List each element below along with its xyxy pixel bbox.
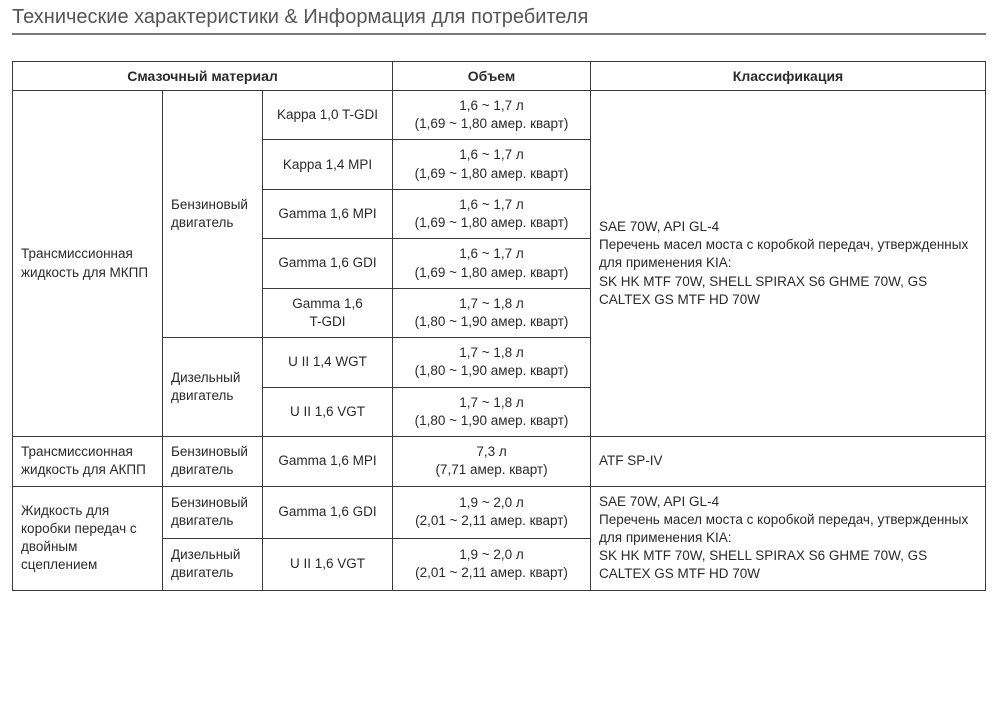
header-classification: Классификация — [591, 62, 986, 91]
group-at: Трансмиссионная жидкость для АКПП — [13, 437, 163, 486]
engine-diesel: Дизельный двигатель — [163, 338, 263, 437]
engine-petrol: Бензиновый двигатель — [163, 486, 263, 538]
volume-cell: 1,7 ~ 1,8 л (1,80 ~ 1,90 амер. кварт) — [393, 338, 591, 387]
variant-cell: Kappa 1,4 MPI — [263, 140, 393, 189]
volume-line1: 1,6 ~ 1,7 л — [401, 146, 582, 164]
spec-table: Смазочный материал Объем Классификация Т… — [12, 61, 986, 591]
volume-line1: 1,7 ~ 1,8 л — [401, 295, 582, 313]
volume-line2: (1,69 ~ 1,80 амер. кварт) — [401, 264, 582, 282]
engine-diesel: Дизельный двигатель — [163, 538, 263, 590]
volume-line2: (1,80 ~ 1,90 амер. кварт) — [401, 313, 582, 331]
volume-cell: 1,9 ~ 2,0 л (2,01 ~ 2,11 амер. кварт) — [393, 538, 591, 590]
volume-line1: 1,9 ~ 2,0 л — [401, 494, 582, 512]
volume-cell: 1,6 ~ 1,7 л (1,69 ~ 1,80 амер. кварт) — [393, 239, 591, 288]
table-row: Трансмиссионная жидкость для АКПП Бензин… — [13, 437, 986, 486]
volume-line2: (2,01 ~ 2,11 амер. кварт) — [401, 512, 582, 530]
volume-line1: 7,3 л — [401, 443, 582, 461]
volume-line1: 1,7 ~ 1,8 л — [401, 344, 582, 362]
class-line: SAE 70W, API GL-4 — [599, 219, 719, 234]
class-line: SK HK MTF 70W, SHELL SPIRAX S6 GHME 70W,… — [599, 274, 927, 307]
volume-line2: (1,69 ~ 1,80 амер. кварт) — [401, 165, 582, 183]
volume-line2: (1,69 ~ 1,80 амер. кварт) — [401, 214, 582, 232]
variant-cell: Gamma 1,6 GDI — [263, 486, 393, 538]
variant-line2: T-GDI — [310, 314, 346, 329]
page: Технические характеристики & Информация … — [0, 0, 998, 603]
group-dct: Жидкость для коробки передач с двойным с… — [13, 486, 163, 590]
variant-cell: Gamma 1,6 T-GDI — [263, 288, 393, 337]
group-mt: Трансмиссионная жидкость для МКПП — [13, 91, 163, 437]
table-row: Жидкость для коробки передач с двойным с… — [13, 486, 986, 538]
volume-cell: 1,9 ~ 2,0 л (2,01 ~ 2,11 амер. кварт) — [393, 486, 591, 538]
variant-cell: Kappa 1,0 T-GDI — [263, 91, 393, 140]
classification-at: ATF SP-IV — [591, 437, 986, 486]
volume-line2: (2,01 ~ 2,11 амер. кварт) — [401, 564, 582, 582]
engine-petrol: Бензиновый двигатель — [163, 437, 263, 486]
classification-mt: SAE 70W, API GL-4 Перечень масел моста с… — [591, 91, 986, 437]
volume-line2: (7,71 амер. кварт) — [401, 461, 582, 479]
header-lubricant: Смазочный материал — [13, 62, 393, 91]
table-row: Трансмиссионная жидкость для МКПП Бензин… — [13, 91, 986, 140]
volume-cell: 1,6 ~ 1,7 л (1,69 ~ 1,80 амер. кварт) — [393, 91, 591, 140]
variant-cell: U II 1,4 WGT — [263, 338, 393, 387]
volume-line1: 1,7 ~ 1,8 л — [401, 394, 582, 412]
variant-cell: Gamma 1,6 MPI — [263, 437, 393, 486]
volume-line2: (1,69 ~ 1,80 амер. кварт) — [401, 115, 582, 133]
variant-cell: Gamma 1,6 GDI — [263, 239, 393, 288]
table-header-row: Смазочный материал Объем Классификация — [13, 62, 986, 91]
volume-line2: (1,80 ~ 1,90 амер. кварт) — [401, 412, 582, 430]
engine-petrol: Бензиновый двигатель — [163, 91, 263, 338]
volume-line1: 1,6 ~ 1,7 л — [401, 196, 582, 214]
variant-line1: Gamma 1,6 — [292, 296, 363, 311]
classification-dct: SAE 70W, API GL-4 Перечень масел моста с… — [591, 486, 986, 590]
volume-cell: 1,7 ~ 1,8 л (1,80 ~ 1,90 амер. кварт) — [393, 288, 591, 337]
class-line: Перечень масел моста с коробкой передач,… — [599, 237, 968, 270]
header-volume: Объем — [393, 62, 591, 91]
volume-line1: 1,6 ~ 1,7 л — [401, 245, 582, 263]
volume-line1: 1,6 ~ 1,7 л — [401, 97, 582, 115]
volume-cell: 1,7 ~ 1,8 л (1,80 ~ 1,90 амер. кварт) — [393, 387, 591, 436]
volume-line1: 1,9 ~ 2,0 л — [401, 546, 582, 564]
volume-cell: 1,6 ~ 1,7 л (1,69 ~ 1,80 амер. кварт) — [393, 189, 591, 238]
page-title: Технические характеристики & Информация … — [12, 4, 986, 35]
volume-cell: 7,3 л (7,71 амер. кварт) — [393, 437, 591, 486]
variant-cell: Gamma 1,6 MPI — [263, 189, 393, 238]
class-line: SK HK MTF 70W, SHELL SPIRAX S6 GHME 70W,… — [599, 548, 927, 581]
variant-cell: U II 1,6 VGT — [263, 538, 393, 590]
variant-cell: U II 1,6 VGT — [263, 387, 393, 436]
volume-cell: 1,6 ~ 1,7 л (1,69 ~ 1,80 амер. кварт) — [393, 140, 591, 189]
class-line: SAE 70W, API GL-4 — [599, 494, 719, 509]
class-line: Перечень масел моста с коробкой передач,… — [599, 512, 968, 545]
volume-line2: (1,80 ~ 1,90 амер. кварт) — [401, 362, 582, 380]
